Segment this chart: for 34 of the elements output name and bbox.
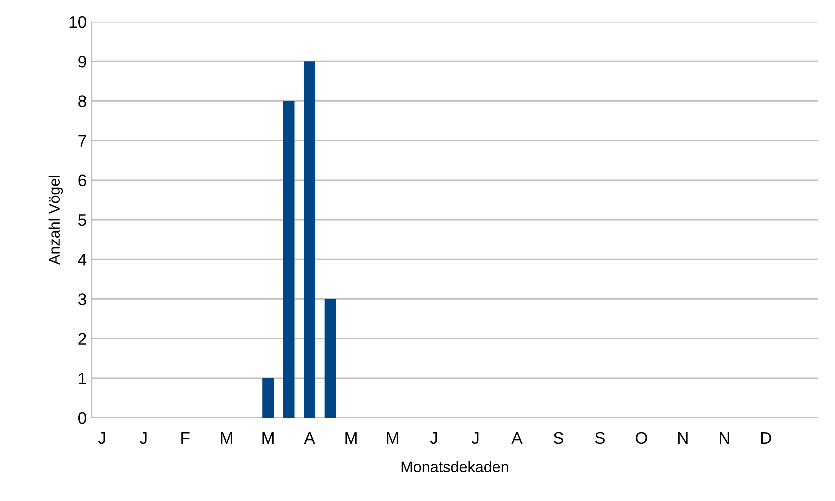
bar [283, 101, 295, 418]
x-tick-label: O [636, 432, 648, 444]
y-tick-label: 0 [78, 412, 86, 424]
x-tick-label: N [678, 432, 688, 444]
y-tick-label: 1 [79, 372, 86, 384]
y-tick-label: 4 [78, 254, 87, 266]
x-tick-label: A [512, 432, 523, 444]
y-tick-label: 2 [78, 333, 86, 345]
x-axis-title: Monatsdekaden [402, 461, 508, 473]
x-tick-label: D [761, 432, 772, 444]
y-tick-label: 5 [78, 214, 86, 226]
x-tick-label: S [595, 432, 605, 444]
x-tick-label: S [554, 432, 564, 444]
x-tick-label: M [387, 432, 398, 444]
y-tick-label: 3 [78, 294, 86, 306]
y-tick-label: 9 [78, 56, 86, 68]
x-tick-label: J [472, 432, 479, 444]
x-tick-label: A [304, 432, 316, 444]
x-tick-label: J [98, 432, 106, 444]
x-tick-label: J [140, 432, 147, 444]
y-tick-label: 8 [78, 96, 86, 108]
y-tick-label: 7 [78, 135, 86, 147]
x-tick-label: F [182, 432, 190, 444]
x-tick-label: J [430, 432, 438, 444]
x-tick-label: M [262, 432, 274, 444]
x-tick-label: M [346, 432, 357, 444]
y-tick-label: 6 [78, 174, 86, 187]
bar [304, 62, 316, 418]
x-tick-label: M [221, 432, 232, 444]
y-tick-label: 10 [70, 16, 86, 28]
bar [262, 378, 274, 418]
x-tick-label: N [720, 432, 730, 444]
bar [324, 299, 336, 418]
y-axis-title: Anzahl Vögel [48, 176, 64, 265]
